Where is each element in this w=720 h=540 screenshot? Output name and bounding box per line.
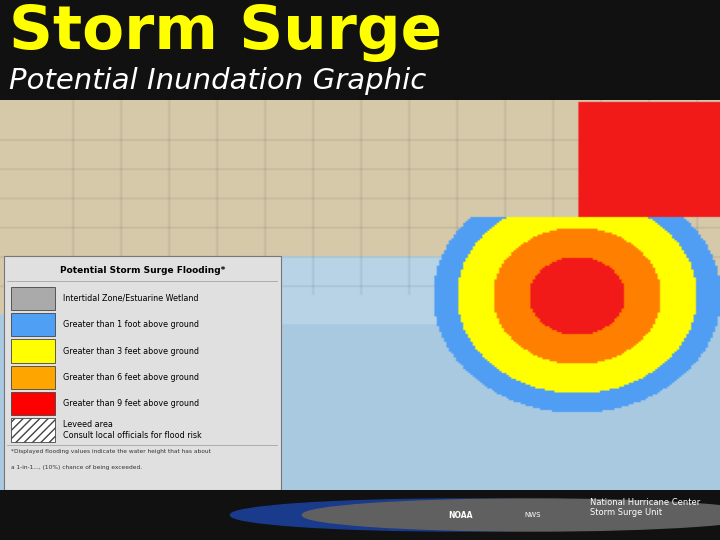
Bar xyxy=(11,313,55,336)
Bar xyxy=(11,339,55,363)
Circle shape xyxy=(302,499,720,531)
Bar xyxy=(4,256,281,490)
Text: Leveed area
Consult local officials for flood risk: Leveed area Consult local officials for … xyxy=(63,420,202,440)
Bar xyxy=(11,392,55,415)
Text: NWS: NWS xyxy=(525,512,541,518)
Text: a 1-in-1..., (10%) chance of being exceeded.: a 1-in-1..., (10%) chance of being excee… xyxy=(11,464,142,470)
Text: Intertidal Zone/Estuarine Wetland: Intertidal Zone/Estuarine Wetland xyxy=(63,294,198,303)
Circle shape xyxy=(230,499,691,531)
Text: *Displayed flooding values indicate the water height that has about: *Displayed flooding values indicate the … xyxy=(11,449,211,454)
Bar xyxy=(11,287,55,310)
Text: Greater than 3 feet above ground: Greater than 3 feet above ground xyxy=(63,347,199,355)
Text: Greater than 9 feet above ground: Greater than 9 feet above ground xyxy=(63,399,199,408)
Text: National Hurricane Center
Storm Surge Unit: National Hurricane Center Storm Surge Un… xyxy=(590,498,701,517)
Text: NOAA: NOAA xyxy=(449,510,473,519)
Text: Storm Surge: Storm Surge xyxy=(9,3,443,62)
Text: Potential Storm Surge Flooding*: Potential Storm Surge Flooding* xyxy=(60,266,225,275)
Text: Greater than 6 feet above ground: Greater than 6 feet above ground xyxy=(63,373,199,382)
Text: Greater than 1 foot above ground: Greater than 1 foot above ground xyxy=(63,320,199,329)
Bar xyxy=(11,418,55,442)
Text: Potential Inundation Graphic: Potential Inundation Graphic xyxy=(9,67,427,95)
Bar xyxy=(11,366,55,389)
